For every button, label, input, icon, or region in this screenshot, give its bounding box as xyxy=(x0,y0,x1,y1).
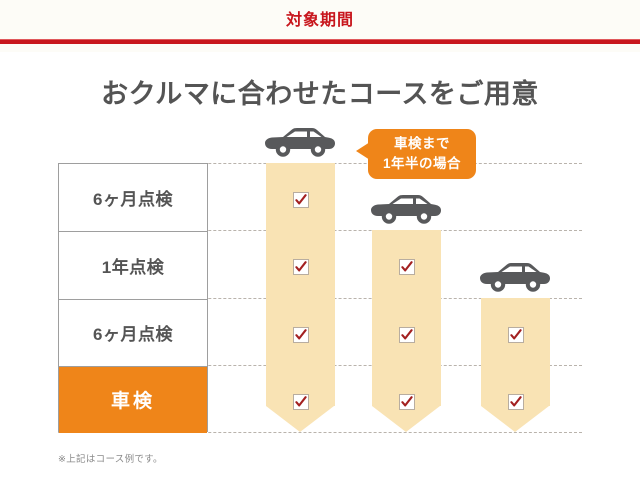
car-icon-2 xyxy=(369,193,443,229)
bar-tip-3 xyxy=(481,406,549,432)
check-icon-1-3 xyxy=(292,394,309,410)
label-row-3-text: 車検 xyxy=(110,391,155,413)
bar-tip-2 xyxy=(372,406,440,432)
check-icon-2-0 xyxy=(398,259,415,275)
car-icon-3 xyxy=(478,261,552,297)
callout-tail xyxy=(356,142,370,160)
label-row-3-shaken: 車検 xyxy=(59,365,207,433)
label-row-2: 6ヶ月点検 xyxy=(59,298,207,366)
label-row-0-text: 6ヶ月点検 xyxy=(93,190,173,210)
check-icon-3-1 xyxy=(507,394,524,410)
header-divider-rule xyxy=(0,39,640,44)
callout-bubble: 車検まで 1年半の場合 xyxy=(368,129,476,179)
callout-line-1: 車検まで xyxy=(394,136,450,152)
bar-body-1 xyxy=(266,163,335,410)
chart-stage: 6ヶ月点検 1年点検 6ヶ月点検 車検 xyxy=(0,120,640,460)
bar-column-3 xyxy=(481,298,550,432)
callout-line-2: 1年半の場合 xyxy=(382,156,461,171)
header-underband xyxy=(0,44,640,52)
bar-body-3 xyxy=(481,298,550,410)
check-icon-1-0 xyxy=(292,192,309,208)
check-icon-2-1 xyxy=(398,327,415,343)
check-icon-2-2 xyxy=(398,394,415,410)
bar-column-1 xyxy=(266,163,335,432)
gridline-4 xyxy=(58,432,582,433)
main-heading: おクルマに合わせたコースをご用意 xyxy=(101,79,539,109)
label-row-1: 1年点検 xyxy=(59,231,207,298)
check-icon-1-1 xyxy=(292,259,309,275)
label-row-2-text: 6ヶ月点検 xyxy=(93,325,173,345)
bar-body-2 xyxy=(372,230,441,410)
label-row-0: 6ヶ月点検 xyxy=(59,164,207,231)
footnote: ※上記はコース例です。 xyxy=(58,454,163,465)
check-icon-3-0 xyxy=(507,327,524,343)
page-title: 対象期間 xyxy=(285,12,354,29)
bar-column-2 xyxy=(372,230,441,432)
label-row-1-text: 1年点検 xyxy=(101,257,165,277)
car-icon-1 xyxy=(263,126,337,162)
schedule-label-table: 6ヶ月点検 1年点検 6ヶ月点検 車検 xyxy=(58,163,208,433)
header-band xyxy=(0,0,640,40)
check-icon-1-2 xyxy=(292,327,309,343)
bar-tip-1 xyxy=(266,406,334,432)
